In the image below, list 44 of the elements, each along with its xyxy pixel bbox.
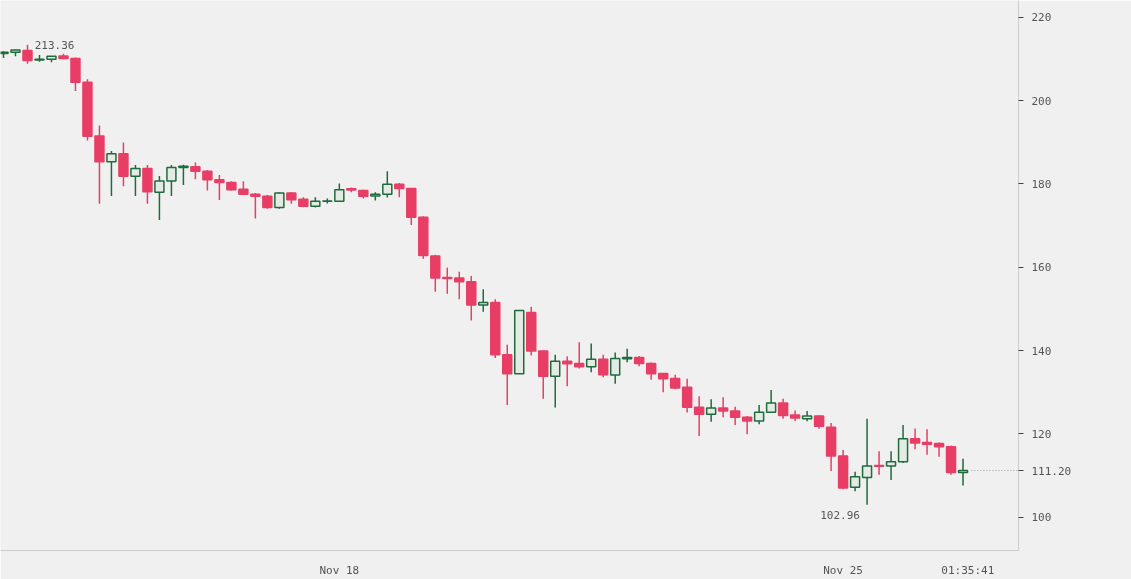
y-tick-label: 120 — [1031, 427, 1052, 441]
y-tick-label: 200 — [1031, 94, 1052, 108]
y-tick-label: 140 — [1031, 344, 1052, 358]
annotation: 213.36 — [34, 38, 75, 52]
candlestick — [897, 424, 909, 464]
candlestick — [729, 406, 741, 426]
candlestick — [657, 372, 669, 393]
candlestick — [777, 398, 789, 420]
candlestick — [885, 450, 897, 481]
candlestick — [921, 428, 933, 456]
candlestick — [142, 164, 153, 205]
y-tick-label: 100 — [1031, 511, 1052, 525]
y-tick-label: 220 — [1031, 11, 1052, 25]
y-tick-label: 160 — [1031, 261, 1052, 275]
x-tick-label: Nov 18 — [319, 563, 360, 577]
candlestick — [585, 342, 597, 373]
candlestick — [561, 355, 573, 388]
candlestick — [705, 398, 717, 423]
candlestick — [717, 396, 729, 418]
candlestick — [118, 141, 129, 188]
annotation: 102.96 — [820, 508, 860, 522]
candlestick — [334, 182, 345, 203]
x-tick-label: Nov 25 — [823, 563, 863, 577]
candlestick — [573, 341, 585, 370]
y-tick-label: 180 — [1031, 177, 1052, 191]
candlestick — [478, 288, 489, 313]
candlestick — [693, 395, 705, 437]
candlestick — [597, 353, 609, 378]
candlestick — [22, 44, 33, 65]
candlestick — [861, 418, 873, 506]
candlestick — [549, 353, 561, 409]
candlestick — [909, 427, 921, 450]
candlestick — [130, 164, 141, 197]
candlestick — [621, 348, 633, 363]
candlestick — [250, 192, 261, 220]
candlestick — [849, 471, 861, 493]
candlestick — [609, 351, 621, 385]
ref-line-label: 111.20 — [1031, 464, 1072, 478]
x-tick-label: 01:35:41 — [941, 563, 995, 577]
candlestick — [106, 150, 117, 197]
candlestick — [154, 175, 165, 221]
candlestick — [873, 450, 885, 476]
candlestick — [753, 404, 765, 425]
candlestick — [681, 378, 693, 414]
